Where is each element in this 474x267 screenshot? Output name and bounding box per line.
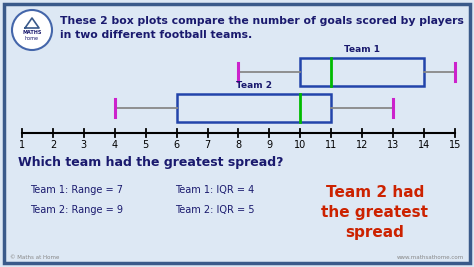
Text: 2: 2 [50, 140, 56, 150]
Text: © Maths at Home: © Maths at Home [10, 255, 59, 260]
Text: 15: 15 [449, 140, 461, 150]
Text: in two different football teams.: in two different football teams. [60, 30, 252, 40]
Text: 4: 4 [112, 140, 118, 150]
Text: 1: 1 [19, 140, 25, 150]
Text: 3: 3 [81, 140, 87, 150]
Text: 10: 10 [294, 140, 307, 150]
Text: 9: 9 [266, 140, 273, 150]
Text: Team 2 had
the greatest
spread: Team 2 had the greatest spread [321, 185, 428, 239]
Text: Team 2: Range = 9: Team 2: Range = 9 [30, 205, 123, 215]
Text: 6: 6 [173, 140, 180, 150]
Text: www.mathsathome.com: www.mathsathome.com [397, 255, 464, 260]
Text: Team 1: Range = 7: Team 1: Range = 7 [30, 185, 123, 195]
Text: 14: 14 [418, 140, 430, 150]
Bar [177, 94, 331, 122]
Text: Team 2: IQR = 5: Team 2: IQR = 5 [175, 205, 255, 215]
Text: These 2 box plots compare the number of goals scored by players: These 2 box plots compare the number of … [60, 16, 464, 26]
Text: MATHS: MATHS [22, 29, 42, 34]
Text: Which team had the greatest spread?: Which team had the greatest spread? [18, 156, 283, 169]
Text: 13: 13 [387, 140, 399, 150]
Text: 8: 8 [236, 140, 242, 150]
Circle shape [12, 10, 52, 50]
Text: Team 1: Team 1 [344, 45, 380, 54]
Text: 11: 11 [325, 140, 337, 150]
Text: 7: 7 [204, 140, 211, 150]
Bar [301, 58, 424, 86]
Text: home: home [25, 37, 39, 41]
Text: Team 2: Team 2 [236, 81, 272, 90]
Text: 5: 5 [143, 140, 149, 150]
Text: 12: 12 [356, 140, 368, 150]
Text: Team 1: IQR = 4: Team 1: IQR = 4 [175, 185, 254, 195]
